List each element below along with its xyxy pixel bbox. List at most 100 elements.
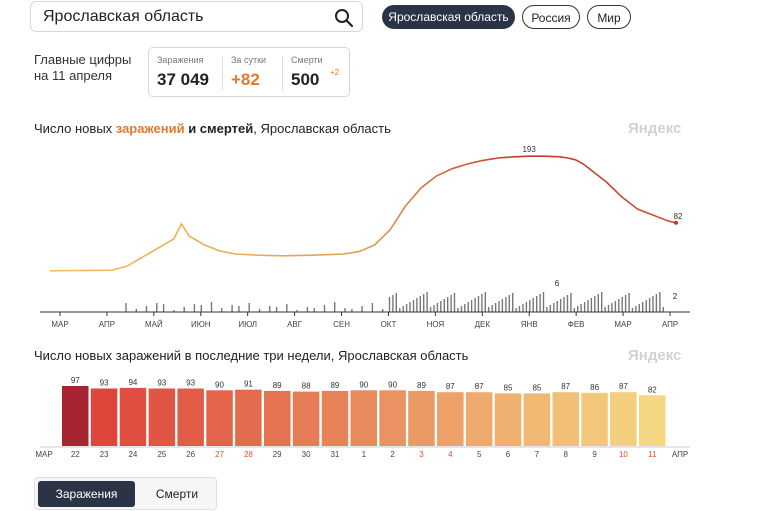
- death-bar: [395, 293, 397, 312]
- death-bar: [162, 304, 165, 312]
- stat-divider: [282, 56, 283, 90]
- infections-line: [49, 155, 677, 272]
- bar: [408, 390, 435, 446]
- death-bar: [512, 293, 514, 312]
- x-tick-label: ОКТ: [381, 320, 397, 329]
- deaths-last-label: 2: [673, 292, 678, 301]
- death-bar: [447, 297, 449, 312]
- x-tick-label: СЕН: [333, 320, 350, 329]
- bar: [523, 393, 551, 446]
- tab-infections[interactable]: Заражения: [38, 481, 135, 507]
- x-tick-label: 30: [302, 450, 311, 459]
- x-tick-label: 24: [128, 450, 137, 459]
- death-bar: [659, 292, 661, 312]
- bar-value-label: 85: [532, 383, 541, 392]
- x-tick-label: 31: [330, 450, 339, 459]
- death-bar: [405, 304, 408, 312]
- yandex-watermark: Яндекс: [628, 347, 682, 364]
- bar: [494, 393, 522, 446]
- x-tick-label: 26: [186, 450, 195, 459]
- chart2-title: Число новых заражений в последние три не…: [34, 348, 469, 363]
- peak-value-label: 193: [522, 145, 536, 154]
- death-bar: [481, 294, 483, 312]
- death-bar: [614, 301, 617, 312]
- x-tick-label: АПР: [99, 320, 115, 329]
- bar-value-label: 90: [388, 380, 397, 389]
- bar-value-label: 97: [71, 376, 80, 385]
- death-bar: [460, 306, 463, 312]
- death-bar: [580, 304, 582, 312]
- bar: [437, 392, 464, 446]
- x-tick-label: 29: [273, 450, 282, 459]
- region-search-field[interactable]: Ярославская область: [30, 1, 363, 32]
- death-bar: [156, 303, 158, 312]
- death-bar: [388, 297, 391, 312]
- tab-deaths[interactable]: Смерти: [155, 487, 199, 501]
- death-bar: [286, 304, 288, 312]
- death-bar: [275, 307, 278, 312]
- stat-value: +82: [231, 70, 260, 89]
- death-bar: [563, 297, 565, 312]
- deaths-peak-label: 6: [555, 279, 560, 288]
- death-bar: [501, 299, 504, 312]
- death-bar: [607, 305, 610, 312]
- death-bar: [477, 296, 480, 312]
- death-bar: [412, 300, 415, 312]
- death-bar: [457, 308, 459, 312]
- death-bar: [559, 299, 562, 312]
- death-bar: [296, 310, 298, 312]
- death-bar: [590, 298, 593, 312]
- stat-daily-infections: За сутки +82: [223, 48, 281, 96]
- bar-value-label: 89: [273, 381, 282, 390]
- metric-tabs: Заражения Смерти: [34, 477, 217, 510]
- death-bar: [371, 303, 374, 312]
- death-bar: [269, 306, 271, 312]
- death-bar: [648, 298, 651, 312]
- region-button-yaroslavl[interactable]: Ярославская область: [382, 5, 515, 29]
- death-bar: [505, 297, 507, 312]
- death-bar: [628, 293, 630, 312]
- death-bar: [655, 294, 658, 312]
- x-tick-label: 22: [71, 450, 80, 459]
- bar: [177, 388, 204, 446]
- death-bar: [515, 308, 517, 312]
- death-bar: [529, 300, 531, 312]
- death-bar: [498, 301, 500, 312]
- x-tick-label: МАР: [51, 320, 68, 329]
- death-bar: [464, 304, 466, 312]
- bar-value-label: 90: [359, 380, 368, 389]
- bar: [148, 388, 176, 446]
- main-figures-heading: Главные цифры на 11 апреля: [34, 52, 131, 84]
- death-bar: [642, 302, 644, 312]
- chart1-title-part: Число новых: [34, 121, 116, 136]
- bar: [62, 386, 89, 446]
- death-bar: [618, 299, 620, 312]
- death-bar: [409, 302, 411, 312]
- bar: [235, 389, 262, 446]
- death-bar: [344, 308, 346, 312]
- x-tick-label: 11: [648, 450, 657, 459]
- death-bar: [453, 293, 456, 312]
- death-bar: [662, 307, 664, 312]
- death-bar: [556, 301, 558, 312]
- x-end-month: АПР: [672, 450, 688, 459]
- search-icon[interactable]: [334, 8, 354, 28]
- region-button-world[interactable]: Мир: [587, 5, 631, 29]
- region-button-russia[interactable]: Россия: [522, 5, 580, 29]
- death-bar: [399, 308, 401, 312]
- x-tick-label: 27: [215, 450, 224, 459]
- death-bar: [173, 310, 175, 312]
- death-bar: [611, 303, 613, 312]
- death-bar: [624, 295, 627, 312]
- death-bar: [577, 306, 579, 312]
- x-tick-label: АПР: [662, 320, 678, 329]
- x-tick-label: 1: [362, 450, 367, 459]
- last-point-marker: [674, 220, 678, 225]
- death-bar: [193, 304, 196, 312]
- x-tick-label: 10: [619, 450, 628, 459]
- death-bar: [631, 308, 634, 312]
- search-value: Ярославская область: [43, 8, 204, 25]
- last-value-label: 82: [674, 212, 683, 221]
- death-bar: [450, 295, 452, 312]
- three-week-bar-chart: МАР АПР9722932394249325932690279128892988…: [35, 376, 690, 459]
